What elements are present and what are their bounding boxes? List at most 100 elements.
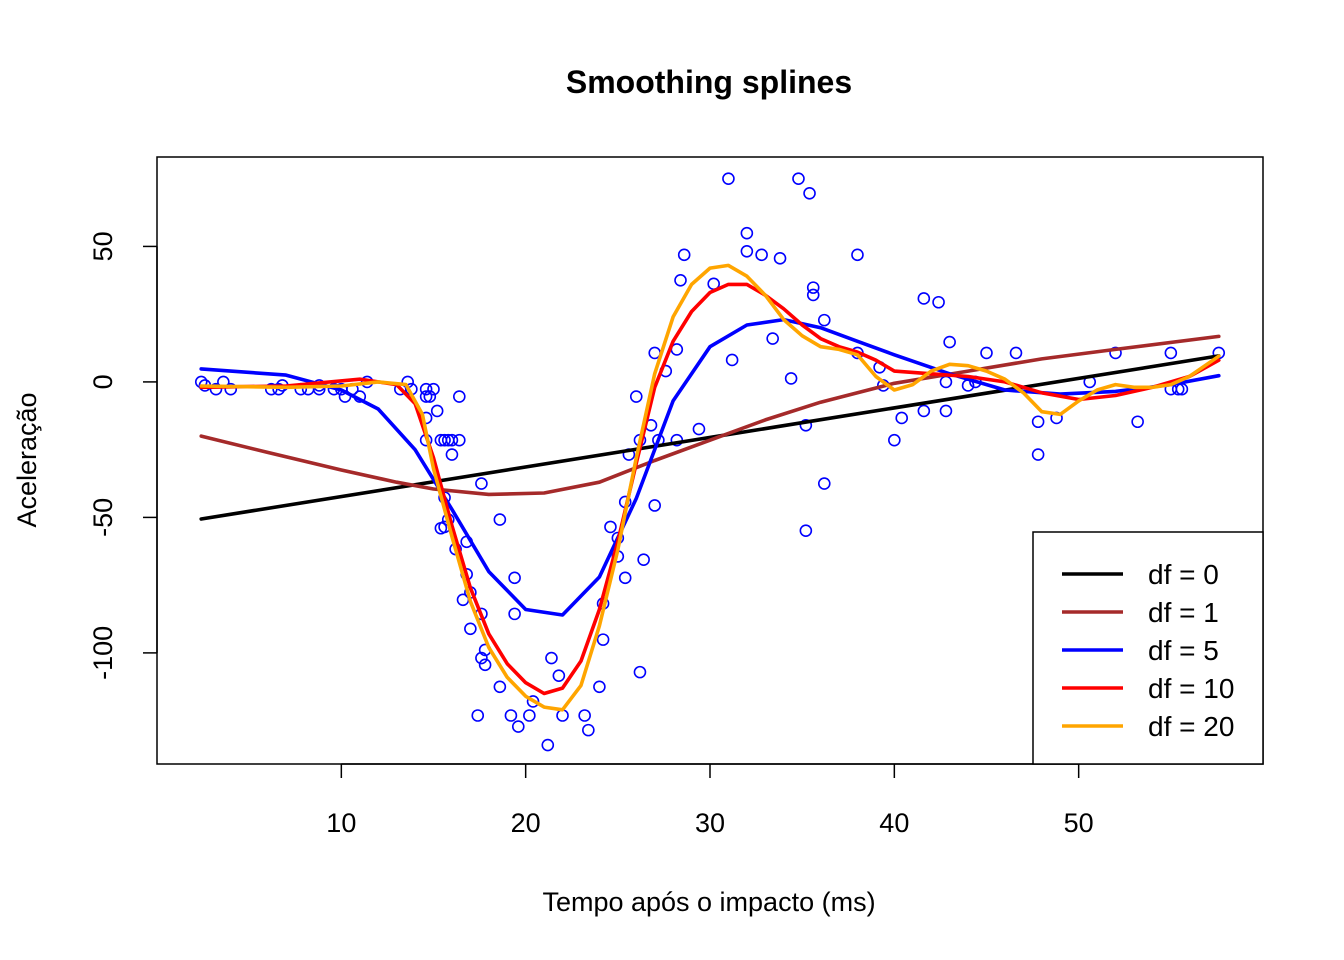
data-point — [799, 418, 813, 432]
series-line — [199, 317, 1221, 617]
data-point — [755, 248, 768, 262]
legend-label: df = 5 — [1148, 635, 1219, 666]
data-point — [939, 375, 953, 389]
data-point — [917, 292, 931, 305]
data-point — [677, 248, 691, 262]
data-point — [637, 553, 650, 566]
legend: df = 0 df = 1 df = 5 df = 10 df = 20 — [1032, 531, 1264, 765]
x-tick-label: 40 — [879, 808, 909, 838]
data-point — [740, 226, 754, 240]
chart-title: Smoothing splines — [566, 64, 852, 100]
data-point — [423, 390, 437, 403]
data-point — [629, 390, 643, 403]
data-point — [722, 172, 735, 185]
data-point — [943, 335, 956, 349]
data-point — [508, 607, 521, 621]
legend-label: df = 20 — [1148, 711, 1234, 742]
data-point — [445, 448, 459, 461]
data-point — [453, 433, 466, 447]
data-point — [692, 422, 706, 436]
y-axis-label: Aceleração — [12, 392, 42, 527]
y-tick-label: -50 — [88, 498, 118, 537]
data-point — [471, 709, 485, 722]
y-tick-label: 0 — [88, 374, 118, 389]
data-point — [725, 353, 739, 367]
data-point — [799, 524, 813, 537]
data-point — [851, 248, 864, 262]
data-point — [264, 382, 278, 396]
data-point — [633, 665, 647, 679]
data-point — [817, 313, 831, 327]
data-point — [493, 680, 507, 694]
data-point — [453, 390, 466, 403]
y-tick-label: 50 — [88, 231, 118, 261]
data-point — [419, 390, 433, 403]
data-point — [445, 433, 459, 447]
data-point — [475, 651, 488, 665]
data-point — [1131, 415, 1144, 429]
data-point — [604, 520, 617, 534]
data-point — [523, 709, 536, 722]
data-point — [578, 709, 591, 722]
data-point — [526, 695, 540, 708]
data-point — [508, 571, 521, 585]
data-point — [593, 680, 606, 694]
data-point — [419, 382, 433, 396]
data-point — [1031, 415, 1045, 429]
data-point — [1031, 448, 1045, 461]
legend-label: df = 1 — [1148, 597, 1219, 628]
data-point — [545, 651, 558, 665]
x-axis-label: Tempo após o impacto (ms) — [542, 887, 875, 917]
data-point — [541, 738, 555, 752]
legend-label: df = 10 — [1148, 673, 1234, 704]
data-point — [504, 709, 518, 722]
spline-curves — [199, 263, 1221, 712]
data-point — [895, 411, 909, 425]
data-point — [792, 172, 805, 185]
data-point — [784, 372, 798, 385]
data-point — [806, 288, 820, 302]
data-point — [817, 477, 831, 490]
data-point — [674, 273, 687, 287]
y-tick-label: -100 — [88, 626, 118, 680]
data-point — [209, 382, 223, 396]
x-axis: 10 20 30 40 50 — [326, 763, 1094, 838]
data-point — [888, 433, 901, 447]
x-tick-label: 10 — [326, 808, 356, 838]
data-point — [932, 295, 945, 309]
x-tick-label: 30 — [695, 808, 725, 838]
data-point — [511, 720, 525, 733]
x-tick-label: 20 — [511, 808, 541, 838]
data-point — [430, 404, 444, 418]
data-point — [618, 571, 632, 585]
data-point — [438, 433, 451, 447]
legend-label: df = 0 — [1148, 559, 1219, 590]
data-point — [766, 332, 779, 345]
data-point — [475, 477, 488, 490]
data-point — [582, 723, 595, 737]
data-point — [596, 633, 610, 646]
series-line — [199, 334, 1221, 497]
data-point — [648, 499, 662, 512]
data-point — [224, 382, 238, 396]
data-point — [803, 187, 816, 200]
series-line — [199, 354, 1221, 521]
data-point — [464, 622, 477, 636]
data-point — [939, 404, 953, 418]
x-tick-label: 50 — [1064, 808, 1094, 838]
data-point — [740, 245, 754, 258]
data-point — [980, 346, 993, 360]
data-point — [1164, 346, 1178, 360]
data-point — [806, 281, 820, 294]
data-point — [773, 252, 787, 265]
data-point — [1109, 346, 1122, 360]
data-point — [917, 404, 931, 418]
data-point — [552, 669, 566, 682]
series-line — [199, 263, 1221, 712]
data-point — [493, 513, 507, 526]
series-line — [199, 282, 1221, 696]
data-point — [427, 382, 440, 396]
data-point — [478, 658, 492, 672]
data-point — [556, 709, 569, 722]
